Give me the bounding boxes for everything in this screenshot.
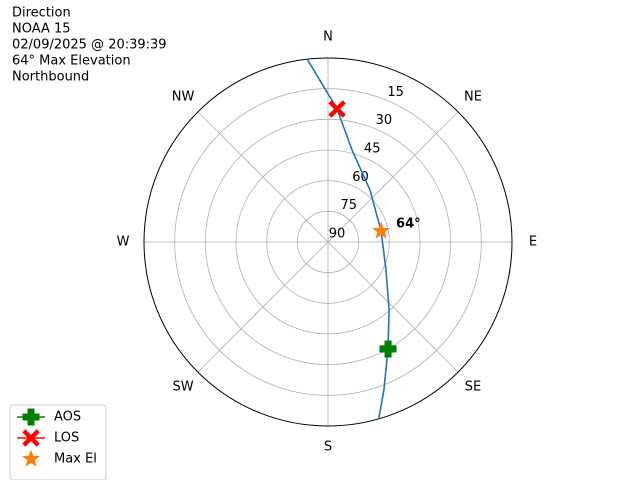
direction-label: NE bbox=[464, 90, 482, 105]
grid-spoke bbox=[197, 241, 329, 373]
direction-label: S bbox=[324, 440, 332, 455]
r-tick-label: 75 bbox=[340, 198, 357, 213]
grid-spoke bbox=[197, 111, 329, 243]
r-tick-label: 60 bbox=[352, 170, 369, 185]
legend-marker bbox=[22, 408, 40, 426]
title-line: 02/09/2025 @ 20:39:39 bbox=[12, 38, 167, 53]
direction-label: NW bbox=[172, 90, 195, 105]
direction-label: E bbox=[529, 235, 537, 250]
marker-plus bbox=[379, 340, 397, 358]
marker-star bbox=[372, 221, 391, 239]
direction-label: W bbox=[117, 235, 130, 250]
legend-label: LOS bbox=[54, 431, 79, 446]
track-line bbox=[306, 58, 390, 420]
direction-label: N bbox=[323, 30, 333, 45]
title-line: 64° Max Elevation bbox=[12, 54, 131, 69]
r-tick-label: 90 bbox=[329, 227, 346, 242]
grid-spoke bbox=[327, 111, 459, 243]
legend-marker bbox=[22, 429, 40, 447]
title-line: NOAA 15 bbox=[12, 22, 71, 37]
legend-label: Max El bbox=[54, 452, 97, 467]
r-tick-label: 45 bbox=[364, 142, 381, 157]
grid-spoke bbox=[327, 241, 459, 373]
annotation: 64° bbox=[396, 217, 421, 232]
polar-frame bbox=[143, 57, 513, 427]
direction-label: SW bbox=[172, 379, 193, 394]
title-line: Northbound bbox=[12, 70, 89, 85]
marker-x bbox=[328, 100, 346, 118]
legend-marker bbox=[22, 449, 40, 467]
r-tick-label: 15 bbox=[387, 85, 404, 100]
r-tick-label: 30 bbox=[376, 113, 393, 128]
title-line: Direction bbox=[12, 6, 71, 21]
direction-label: SE bbox=[465, 379, 481, 394]
legend-label: AOS bbox=[54, 410, 81, 425]
